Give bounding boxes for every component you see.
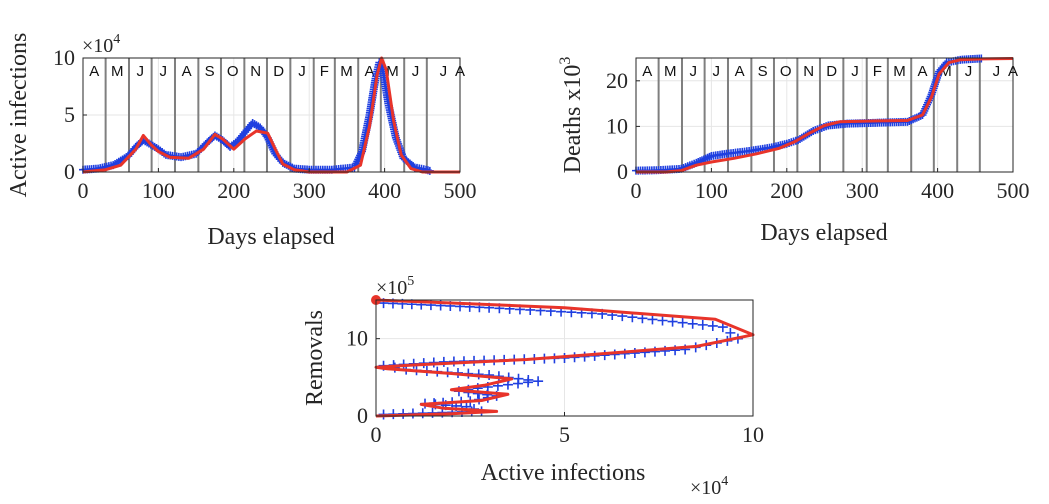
x-tick-label: 0 — [371, 422, 382, 447]
plot-frame — [635, 57, 1014, 173]
x-tick-label: 500 — [997, 178, 1030, 203]
month-label: M — [893, 63, 906, 80]
y-tick-label: 20 — [606, 68, 628, 93]
y-tick-label: 10 — [346, 326, 368, 351]
data-point — [687, 318, 698, 329]
month-label: N — [803, 63, 814, 80]
month-label: O — [227, 63, 239, 80]
x-tick-label: 300 — [293, 178, 326, 203]
data-point — [657, 315, 668, 326]
y-axis-label: Removals — [302, 310, 328, 406]
series-model-line — [374, 298, 755, 418]
month-label: D — [273, 63, 284, 80]
x-tick-label: 500 — [444, 178, 477, 203]
month-label: A — [918, 63, 928, 80]
month-label: J — [965, 63, 973, 80]
x-tick-label: 200 — [217, 178, 250, 203]
x-tick-label: 200 — [770, 178, 803, 203]
y-tick-label: 0 — [357, 403, 368, 428]
month-label: A — [365, 63, 375, 80]
month-label: N — [250, 63, 261, 80]
y-exponent-label: ×105 — [376, 274, 414, 299]
data-point — [513, 373, 524, 384]
x-tick-label: 5 — [559, 422, 570, 447]
month-label: A — [89, 63, 99, 80]
y-axis-label: Active infections — [6, 33, 32, 198]
x-tick-label: 10 — [742, 422, 764, 447]
data-point — [667, 316, 678, 327]
chart-removals-vs-infections: 0 5 10 0 10 ×105 ×104 Removals Active infect… — [302, 274, 764, 499]
month-label: M — [111, 63, 124, 80]
x-tick-label: 0 — [78, 178, 89, 203]
month-label: D — [826, 63, 837, 80]
month-label: A — [182, 63, 192, 80]
x-tick-label: 300 — [846, 178, 879, 203]
month-label: J — [713, 63, 721, 80]
x-tick-label: 100 — [142, 178, 175, 203]
data-point — [533, 376, 544, 387]
month-label: A — [735, 63, 745, 80]
data-point — [725, 327, 736, 338]
month-label: F — [873, 63, 882, 80]
month-label: S — [205, 63, 215, 80]
x-axis-label: Days elapsed — [760, 220, 887, 246]
series-model-line — [82, 56, 460, 174]
month-label: J — [993, 63, 1001, 80]
data-point — [619, 348, 630, 359]
y-exponent-label: ×104 — [82, 32, 120, 57]
x-tick-label: 100 — [695, 178, 728, 203]
month-label: J — [412, 63, 420, 80]
month-label: J — [440, 63, 448, 80]
data-point — [677, 317, 688, 328]
month-label: F — [320, 63, 329, 80]
data-point — [707, 320, 718, 331]
y-tick-label: 0 — [64, 159, 75, 184]
x-tick-label: 0 — [631, 178, 642, 203]
y-tick-label: 5 — [64, 102, 75, 127]
x-axis-label: Days elapsed — [207, 224, 334, 250]
y-axis-label: Deaths x103 — [557, 57, 586, 174]
month-label: J — [137, 63, 145, 80]
month-label: O — [780, 63, 792, 80]
month-label: M — [664, 63, 677, 80]
month-label: J — [160, 63, 168, 80]
x-tick-label: 400 — [921, 178, 954, 203]
data-point — [697, 319, 708, 330]
month-label: S — [758, 63, 768, 80]
month-label: A — [642, 63, 652, 80]
month-label: J — [851, 63, 859, 80]
month-label: J — [298, 63, 306, 80]
y-tick-label: 10 — [606, 113, 628, 138]
data-point — [523, 374, 534, 385]
x-tick-label: 400 — [368, 178, 401, 203]
month-label: M — [386, 63, 399, 80]
y-tick-label: 0 — [617, 159, 628, 184]
data-point — [647, 314, 658, 325]
series-model-line — [636, 57, 1014, 174]
month-label: M — [340, 63, 353, 80]
x-exponent-label: ×104 — [690, 474, 728, 499]
month-label: J — [690, 63, 698, 80]
x-axis-label: Active infections — [481, 460, 646, 486]
data-point — [438, 356, 449, 367]
y-tick-label: 10 — [53, 45, 75, 70]
